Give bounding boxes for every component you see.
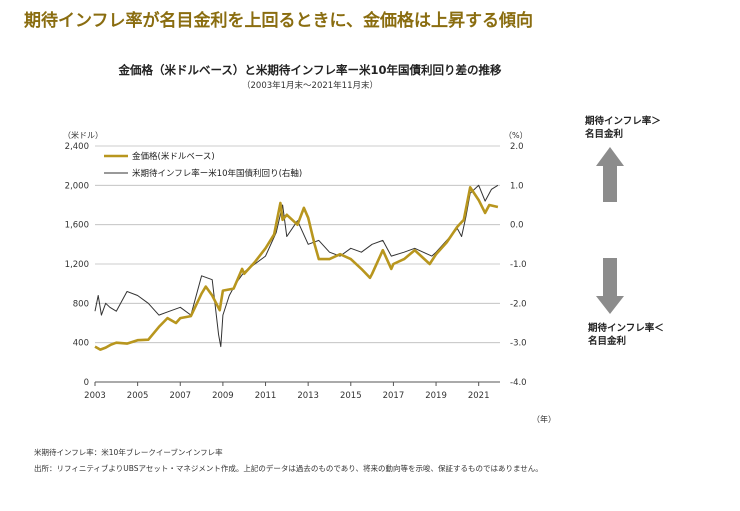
up-arrow-icon [596, 147, 624, 202]
y-right-unit: （%） [504, 131, 528, 140]
y-right-tick-label: -4.0 [510, 378, 527, 388]
x-tick-label: 2013 [297, 391, 319, 401]
lower-condition-line2: 名目金利 [588, 336, 627, 347]
chart-title: 金価格（米ドルベース）と米期待インフレ率ー米10年国債利回り差の推移 [118, 63, 502, 77]
x-tick-label: 2021 [468, 391, 490, 401]
x-tick-label: 2015 [340, 391, 362, 401]
lower-condition-line1: 期待インフレ率＜ [588, 323, 664, 334]
x-tick-label: 2017 [383, 391, 405, 401]
x-tick-label: 2005 [127, 391, 149, 401]
upper-condition-line2: 名目金利 [585, 129, 624, 140]
y-left-tick-label: 1,600 [65, 221, 89, 231]
y-left-tick-label: 2,400 [65, 142, 89, 152]
down-arrow-icon [596, 258, 624, 314]
x-tick-label: 2019 [425, 391, 447, 401]
gold-price-line [94, 186, 499, 351]
y-left-tick-label: 400 [73, 339, 89, 349]
gridlines [95, 145, 500, 344]
y-right-tick-label: -2.0 [510, 299, 527, 309]
upper-condition-line1: 期待インフレ率＞ [585, 116, 661, 127]
source-note: 出所：リフィニティブよりUBSアセット・マネジメント作成。上記のデータは過去のも… [34, 464, 543, 473]
lower-condition-label: 期待インフレ率＜ 名目金利 [588, 322, 664, 348]
x-tick-label: 2003 [84, 391, 106, 401]
legend-label-gold: 金価格(米ドルベース) [132, 151, 215, 162]
axes: 0 400 800 1,200 1,600 2,000 2,400 -4.0 -3.0 -2.0 -… [63, 130, 556, 424]
definition-note: 米期待インフレ率：米10年ブレークイーブンインフレ率 [34, 448, 223, 457]
upper-condition-label: 期待インフレ率＞ 名目金利 [585, 115, 661, 141]
legend: 金価格(米ドルベース) 米期待インフレ率ー米10年国債利回り(右軸) [104, 151, 302, 179]
inflation-spread-line [94, 184, 499, 348]
y-left-tick-label: 0 [84, 378, 89, 388]
series-lines [94, 184, 499, 351]
x-unit: （年） [532, 414, 556, 424]
y-left-tick-label: 800 [73, 299, 89, 309]
direction-arrows [596, 147, 624, 314]
chart-subtitle: （2003年1月末〜2021年11月末） [242, 81, 378, 91]
y-right-tick-label: 0.0 [510, 221, 524, 231]
y-right-tick-label: -1.0 [510, 260, 527, 270]
x-tick-label: 2011 [255, 391, 277, 401]
x-tick-label: 2007 [169, 391, 191, 401]
y-right-tick-label: 1.0 [510, 181, 524, 191]
legend-label-spread: 米期待インフレ率ー米10年国債利回り(右軸) [132, 168, 302, 179]
y-left-tick-label: 1,200 [65, 260, 89, 270]
y-left-tick-label: 2,000 [65, 181, 89, 191]
y-left-unit: （米ドル） [63, 130, 103, 140]
headline: 期待インフレ率が名目金利を上回るときに、金価格は上昇する傾向 [24, 11, 533, 31]
x-tick-label: 2009 [212, 391, 234, 401]
y-right-tick-label: -3.0 [510, 339, 527, 349]
y-right-tick-label: 2.0 [510, 142, 524, 152]
